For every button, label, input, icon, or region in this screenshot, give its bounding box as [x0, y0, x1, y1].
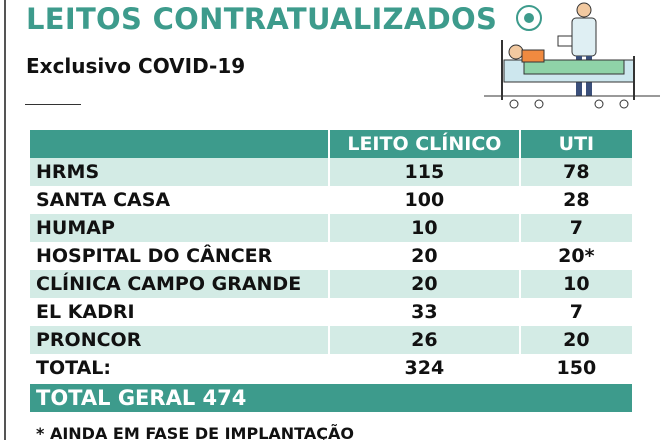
table-cell: 20 [328, 270, 519, 298]
table-row: HRMS 115 78 [30, 158, 632, 186]
subtitle: Exclusivo COVID-19 [26, 54, 246, 78]
table-row: SANTA CASA 100 28 [30, 186, 632, 214]
table-row: EL KADRI 33 7 [30, 298, 632, 326]
table-row: HUMAP 10 7 [30, 214, 632, 242]
table-cell: SANTA CASA [36, 189, 171, 211]
table-cell: 78 [518, 158, 632, 186]
header-cell: UTI [518, 130, 632, 158]
illustration [484, 2, 660, 109]
table-cell: 20 [518, 326, 632, 354]
title: LEITOS CONTRATUALIZADOS [26, 2, 498, 36]
table-cell: CLÍNICA CAMPO GRANDE [36, 273, 302, 295]
grand-total: TOTAL GERAL 474 [36, 386, 247, 410]
table-cell: 20 [328, 242, 519, 270]
table-cell: 33 [328, 298, 519, 326]
table-row: CLÍNICA CAMPO GRANDE 20 10 [30, 270, 632, 298]
table-cell: 20* [518, 242, 632, 270]
header-cell: LEITO CLÍNICO [328, 130, 519, 158]
table-row: HOSPITAL DO CÂNCER 20 20* [30, 242, 632, 270]
table-cell: HUMAP [36, 217, 115, 239]
total-cell: 150 [518, 354, 632, 382]
table-cell: 10 [328, 214, 519, 242]
header-cell [30, 130, 328, 158]
header-row: LEITO CLÍNICO UTI [30, 130, 632, 158]
table-cell: HRMS [36, 161, 100, 183]
table-cell: 100 [328, 186, 519, 214]
table-cell: HOSPITAL DO CÂNCER [36, 245, 273, 267]
grand-total-row: TOTAL GERAL 474 [30, 384, 632, 412]
table-cell: 115 [328, 158, 519, 186]
table-cell: 10 [518, 270, 632, 298]
table-cell: PRONCOR [36, 329, 142, 351]
total-cell: TOTAL: [36, 357, 112, 379]
divider [25, 104, 81, 105]
total-cell: 324 [328, 354, 519, 382]
total-row: TOTAL: 324 150 [30, 354, 632, 382]
table-cell: 7 [518, 214, 632, 242]
table: LEITO CLÍNICO UTI HRMS 115 78 SANTA CASA 100… [30, 130, 632, 412]
left-rule [4, 0, 6, 440]
table-cell: EL KADRI [36, 301, 135, 323]
table-row: PRONCOR 26 20 [30, 326, 632, 354]
table-cell: 28 [518, 186, 632, 214]
footnote: * AINDA EM FASE DE IMPLANTAÇÃO [36, 424, 354, 440]
table-cell: 7 [518, 298, 632, 326]
table-cell: 26 [328, 326, 519, 354]
